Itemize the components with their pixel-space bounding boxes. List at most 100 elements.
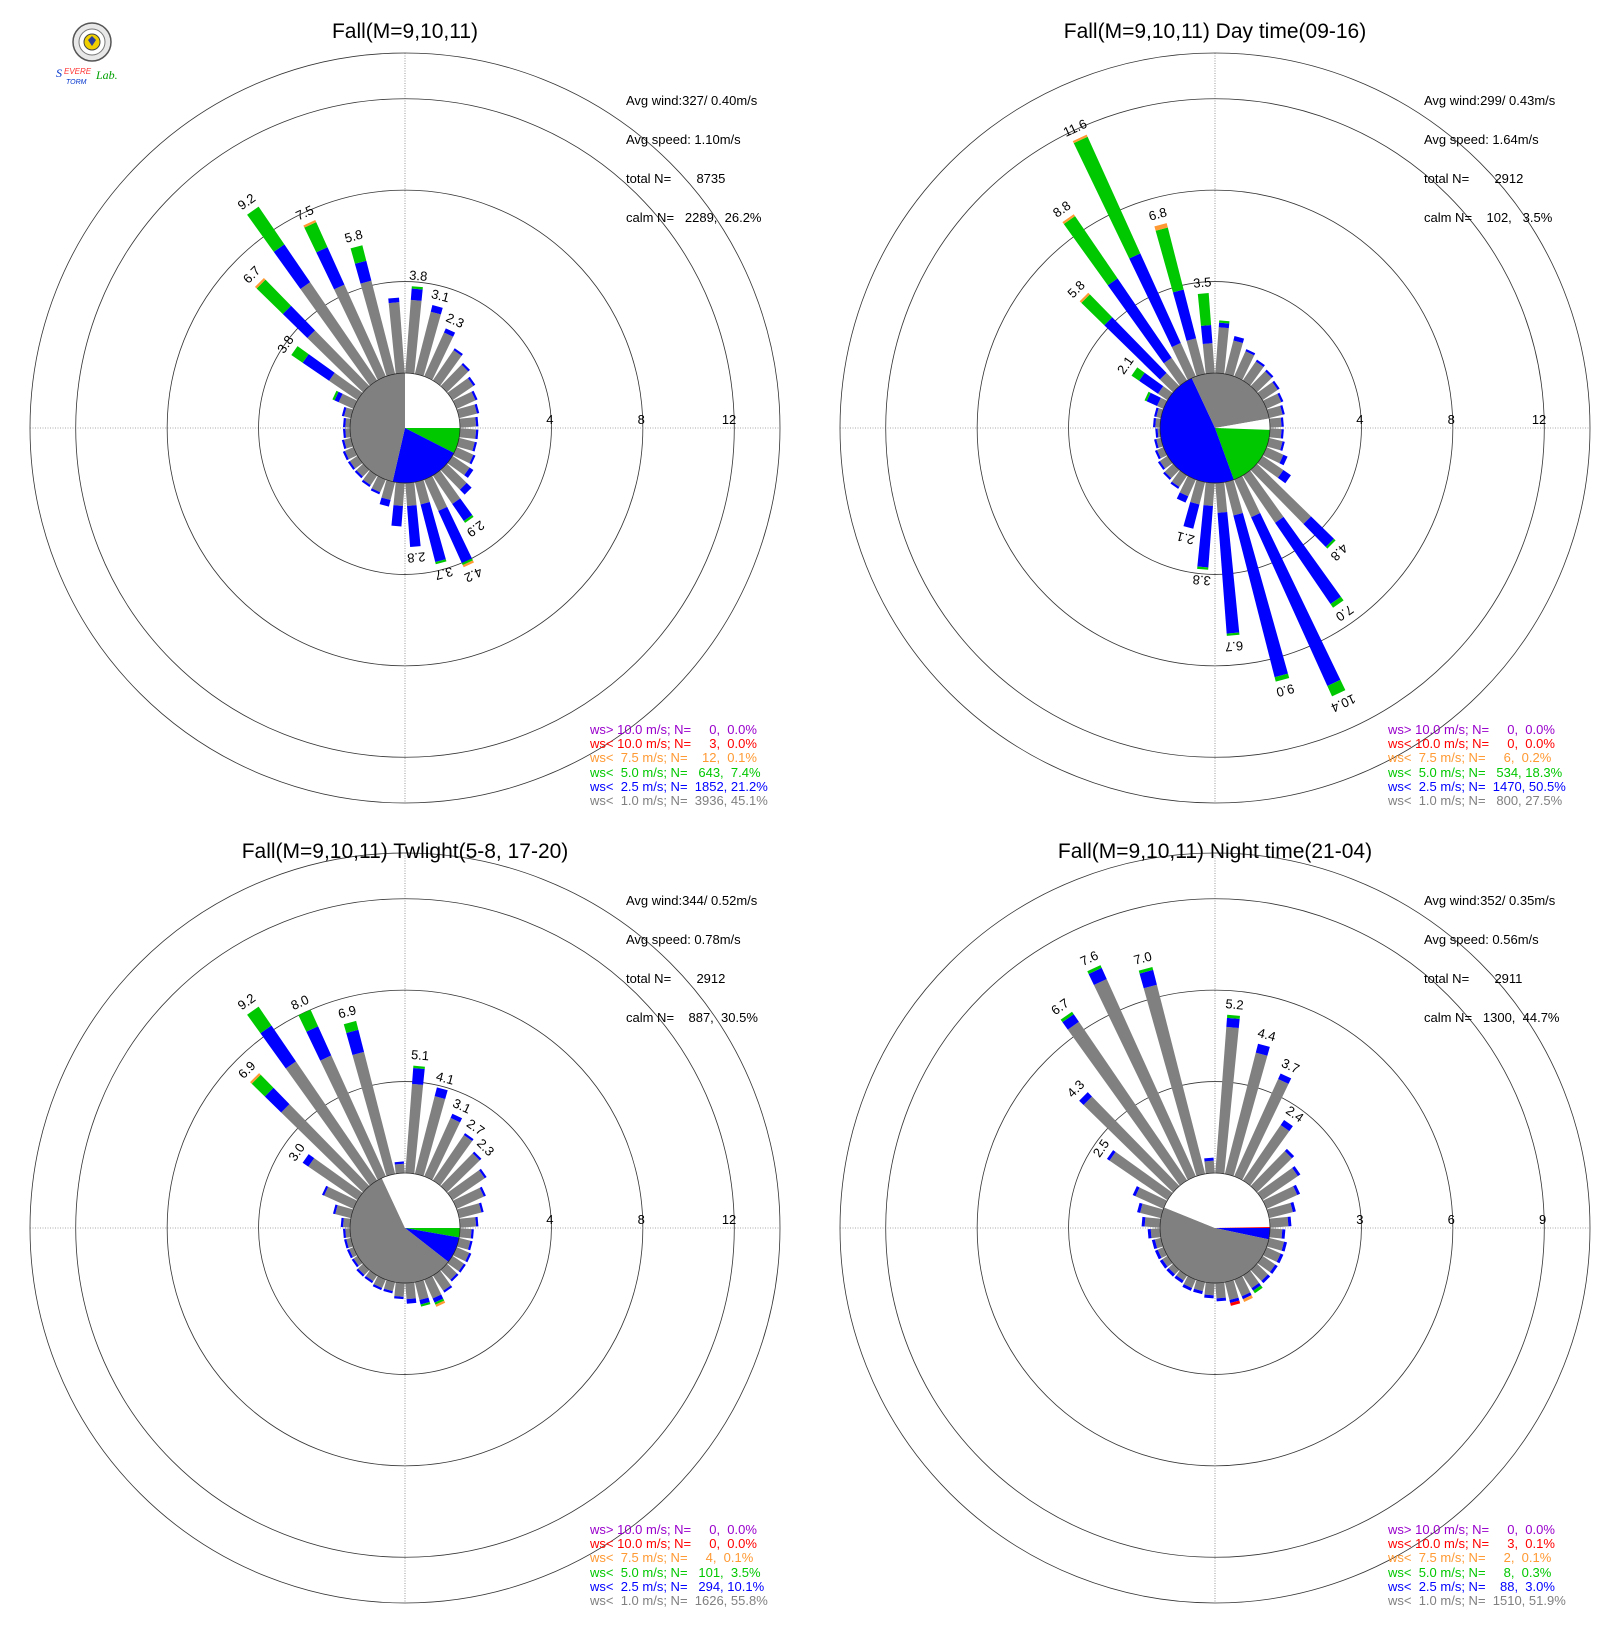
bar-segment-blue bbox=[1204, 1294, 1214, 1299]
bar-segment-blue bbox=[1154, 407, 1159, 417]
bar-segment-gray bbox=[324, 1186, 358, 1209]
legend-entry: ws< 7.5 m/s; N= 2, 0.1% bbox=[1388, 1550, 1552, 1566]
bar-segment-gray bbox=[1266, 437, 1283, 451]
bar-segment-blue bbox=[1241, 1292, 1252, 1300]
bar-segment-blue bbox=[467, 376, 476, 386]
calm-circle bbox=[349, 372, 461, 484]
bar-segment-gray bbox=[459, 417, 477, 428]
bar-segment-gray bbox=[371, 475, 386, 493]
avg-wind-text: Avg wind:352/ 0.35m/s bbox=[1424, 893, 1556, 908]
bar-segment-gray bbox=[338, 393, 358, 409]
bar-segment-green bbox=[1155, 227, 1184, 293]
bar-segment-blue bbox=[1216, 1297, 1227, 1302]
wind-rose-plot: 3 6 95.24.43.72.42.54.36.77.6 7.0 bbox=[839, 852, 1591, 1604]
bar-segment-blue bbox=[478, 1202, 484, 1213]
radial-tick-label: 4 bbox=[546, 1212, 553, 1227]
bar-segment-green bbox=[420, 1301, 431, 1307]
bar-segment-blue bbox=[1159, 1259, 1168, 1269]
bar-segment-blue bbox=[474, 403, 480, 414]
radial-tick-label: 8 bbox=[638, 1212, 645, 1227]
radial-tick-label: 4 bbox=[546, 412, 553, 427]
bar-segment-gray bbox=[1257, 1167, 1298, 1201]
bar-segment-green bbox=[1325, 538, 1336, 549]
bar-segment-gray bbox=[363, 470, 378, 486]
bar-value-label: 5.1 bbox=[410, 1047, 429, 1064]
chart-title: Fall(M=9,10,11) Night time(21-04) bbox=[1057, 840, 1373, 863]
bar-segment-blue bbox=[351, 1258, 359, 1268]
bar-segment-gray bbox=[345, 418, 351, 428]
bar-segment-gray bbox=[1093, 979, 1196, 1181]
bar-segment-gray bbox=[1234, 351, 1255, 381]
bar-segment-green bbox=[291, 346, 309, 363]
calm-n-text: calm N= 2289, 26.2% bbox=[626, 210, 762, 225]
svg-text:EVERE: EVERE bbox=[64, 67, 92, 76]
bar-value-label: 4.2 bbox=[462, 564, 485, 585]
bar-segment-gray bbox=[459, 428, 477, 439]
bar-segment-blue bbox=[342, 418, 347, 428]
calm-pie-slice bbox=[1215, 428, 1270, 480]
bar-segment-blue bbox=[383, 1288, 393, 1294]
calm-pie-slice bbox=[1160, 1207, 1269, 1284]
bar-segment-blue bbox=[379, 497, 391, 507]
bar-segment-gray bbox=[1171, 470, 1188, 487]
bar-segment-blue bbox=[1275, 516, 1341, 605]
bar-segment-orange bbox=[254, 277, 266, 289]
bar-segment-gray bbox=[1154, 1237, 1164, 1249]
bar-segment-orange bbox=[1072, 134, 1088, 144]
bar-segment-green bbox=[413, 1065, 425, 1069]
bar-segment-green bbox=[1060, 1011, 1074, 1023]
bar-value-label: 3.5 bbox=[1193, 274, 1212, 291]
wind-rose-plot: 4 8 123.83.12.32.94.23.72.83.86.79.2 7.55.8 bbox=[29, 52, 781, 804]
bar-segment-gray bbox=[1150, 1228, 1161, 1239]
bar-segment-blue bbox=[1284, 1148, 1295, 1159]
legend-entry: ws< 2.5 m/s; N= 1470, 50.5% bbox=[1388, 778, 1566, 794]
bar-segment-gray bbox=[360, 280, 396, 377]
bar-segment-gray bbox=[344, 437, 354, 449]
bar-segment-blue bbox=[1197, 505, 1213, 568]
bar-segment-blue bbox=[1132, 1186, 1140, 1197]
bar-segment-gray bbox=[1083, 1096, 1180, 1193]
radial-tick-label: 8 bbox=[638, 412, 645, 427]
bar-segment-green bbox=[1197, 566, 1209, 570]
bar-segment-gray bbox=[405, 482, 417, 506]
bar-segment-green bbox=[343, 1020, 359, 1033]
bar-segment-blue bbox=[1245, 349, 1256, 356]
wind-rose-plot: 4 8 124.87.010.49.06.73.82.12.15.88.811.66… bbox=[839, 52, 1591, 804]
radial-tick-label: 12 bbox=[1532, 412, 1546, 427]
bar-segment-gray bbox=[1144, 1217, 1161, 1228]
bar-segment-gray bbox=[1262, 393, 1282, 409]
bar-segment-gray bbox=[1163, 357, 1188, 386]
bar-segment-blue bbox=[334, 391, 343, 403]
bar-segment-gray bbox=[307, 330, 370, 393]
bar-segment-blue bbox=[1303, 516, 1334, 547]
calm-pie-slice bbox=[1159, 378, 1234, 484]
lab-logo: S EVERE TORM Lab. bbox=[52, 22, 152, 92]
bar-segment-gray bbox=[440, 1263, 457, 1280]
bar-segment-green bbox=[463, 515, 474, 523]
bar-segment-gray bbox=[452, 1247, 470, 1262]
avg-speed-text: Avg speed: 0.78m/s bbox=[626, 932, 741, 947]
bar-segment-gray bbox=[1269, 1216, 1289, 1228]
bar-segment-blue bbox=[465, 1252, 472, 1263]
chart-title: Fall(M=9,10,11) Day time(09-16) bbox=[1063, 20, 1367, 43]
bar-segment-blue bbox=[469, 454, 476, 465]
calm-pie-slice bbox=[405, 373, 460, 428]
bar-segment-gray bbox=[1242, 1270, 1260, 1289]
bar-segment-blue bbox=[443, 1285, 453, 1293]
calm-pie-slice bbox=[405, 1228, 460, 1262]
bar-segment-gray bbox=[414, 1096, 446, 1177]
svg-text:Lab.: Lab. bbox=[95, 68, 118, 82]
bar-segment-blue bbox=[1062, 1014, 1079, 1030]
calm-pie-slice bbox=[1215, 373, 1270, 428]
bar-segment-blue bbox=[1269, 1264, 1278, 1274]
bar-segment-blue bbox=[475, 416, 479, 427]
bar-segment-blue bbox=[1154, 439, 1159, 449]
bar-segment-gray bbox=[388, 302, 405, 374]
total-n-text: total N= 2911 bbox=[1424, 971, 1523, 986]
bar-segment-blue bbox=[1155, 428, 1159, 438]
total-n-text: total N= 2912 bbox=[626, 971, 726, 986]
calm-pie-slice bbox=[350, 1178, 449, 1283]
bar-segment-blue bbox=[420, 501, 446, 563]
bar-segment-gray bbox=[1203, 482, 1215, 506]
